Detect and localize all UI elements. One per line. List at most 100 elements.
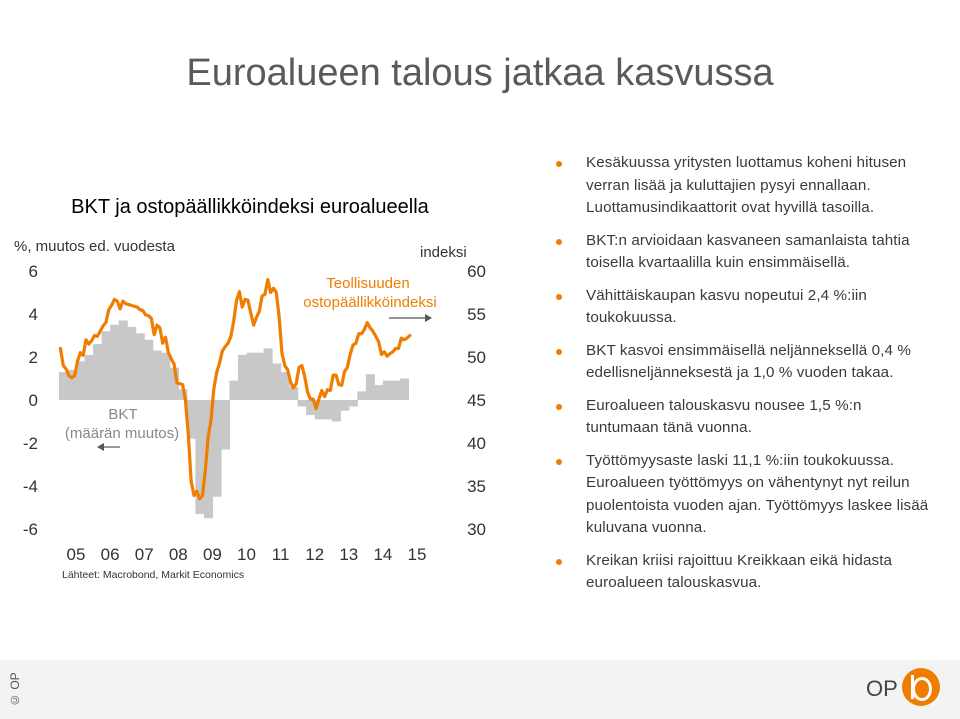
- gdp-bar: [93, 344, 103, 400]
- gdp-label-line2: (määrän muutos): [65, 425, 179, 442]
- left-tick-label: 4: [29, 305, 38, 324]
- chart-title: BKT ja ostopäällikköindeksi euroalueella: [71, 196, 429, 218]
- gdp-bar: [374, 384, 384, 400]
- bullet-dot-icon: [556, 238, 562, 245]
- left-axis-ticks: 6 4 2 0 -2 -4 -6: [23, 262, 38, 539]
- x-tick-label: 14: [373, 545, 392, 564]
- x-tick-label: 13: [339, 545, 358, 564]
- gdp-bar: [220, 400, 231, 450]
- gdp-bar: [186, 400, 196, 439]
- bullet-dot-icon: [556, 161, 562, 167]
- left-tick-label: 2: [29, 348, 38, 367]
- right-tick-label: 55: [467, 305, 486, 324]
- gdp-bar: [323, 400, 333, 420]
- gdp-bar: [272, 363, 282, 400]
- gdp-bar: [144, 339, 154, 400]
- gdp-bar: [195, 400, 205, 514]
- right-tick-label: 50: [467, 348, 486, 367]
- x-tick-label: 05: [67, 545, 86, 564]
- gdp-bar: [59, 372, 69, 400]
- left-tick-label: 6: [29, 262, 38, 281]
- x-tick-label: 06: [101, 545, 120, 564]
- right-tick-label: 45: [467, 391, 486, 410]
- gdp-bar: [203, 400, 214, 519]
- bullet-item: Kreikan kriisi rajoittuu Kreikkaan eikä …: [556, 550, 936, 595]
- gdp-bar: [289, 387, 299, 400]
- bullet-dot-icon: [556, 293, 562, 300]
- gdp-bar: [67, 369, 77, 400]
- op-logo: OP: [866, 664, 956, 714]
- gdp-bar: [76, 361, 86, 400]
- gdp-bar: [152, 350, 162, 400]
- gdp-bar: [340, 400, 350, 411]
- bullet-item: Työttömyysaste laski 11,1 %:iin toukokuu…: [556, 450, 936, 540]
- gdp-bar: [84, 354, 94, 400]
- gdp-bar: [263, 348, 273, 400]
- gdp-bar: [297, 400, 307, 407]
- gdp-bar: [212, 400, 222, 497]
- x-axis-ticks: 05 06 07 08 09 10 11 12 13 14 15: [67, 545, 427, 564]
- gdp-bar: [348, 400, 358, 407]
- chart-source: Lähteet: Macrobond, Markit Economics: [62, 569, 244, 581]
- x-tick-label: 12: [305, 545, 324, 564]
- bullet-item: BKT kasvoi ensimmäisellä neljänneksellä …: [556, 340, 936, 385]
- x-tick-label: 10: [237, 545, 256, 564]
- copyright: © OP: [8, 672, 22, 708]
- left-tick-label: 0: [29, 391, 38, 410]
- bullet-dot-icon: [556, 558, 562, 565]
- gdp-bar: [365, 374, 375, 400]
- bullet-item: BKT:n arvioidaan kasvaneen samanlaista t…: [556, 230, 936, 275]
- bullet-item: Euroalueen talouskasvu nousee 1,5 %:n tu…: [556, 395, 936, 440]
- bullet-dot-icon: [556, 458, 562, 465]
- right-arrow-icon: [389, 314, 432, 322]
- left-tick-label: -2: [23, 434, 38, 453]
- x-tick-label: 07: [135, 545, 154, 564]
- right-tick-label: 35: [467, 477, 486, 496]
- right-axis-ticks: 60 55 50 45 40 35 30: [467, 262, 486, 539]
- right-tick-label: 60: [467, 262, 486, 281]
- bullet-dot-icon: [556, 348, 562, 355]
- x-tick-label: 09: [203, 545, 222, 564]
- gdp-bar: [229, 380, 239, 400]
- logo-text: OP: [866, 676, 898, 701]
- gdp-bars: [59, 320, 410, 519]
- left-tick-label: -6: [23, 520, 38, 539]
- gdp-bar: [169, 367, 179, 400]
- gdp-bar: [118, 320, 128, 400]
- x-tick-label: 11: [272, 545, 290, 564]
- pmi-label-line1: Teollisuuden: [326, 275, 409, 292]
- gdp-bar: [161, 352, 171, 400]
- left-arrow-icon: [97, 443, 120, 451]
- gdp-bar: [237, 354, 248, 400]
- gdp-bar: [382, 380, 392, 400]
- gdp-bar: [306, 400, 316, 416]
- op-logo-icon: [902, 668, 940, 706]
- gdp-bar: [280, 372, 290, 400]
- gdp-bar: [399, 378, 410, 400]
- left-axis-label: %, muutos ed. vuodesta: [14, 238, 176, 255]
- gdp-bar: [391, 380, 401, 400]
- gdp-bar: [246, 352, 256, 400]
- gdp-label-line1: BKT: [108, 406, 137, 423]
- pmi-line: [58, 278, 412, 501]
- pmi-label-line2: ostopäällikköindeksi: [303, 294, 436, 311]
- right-tick-label: 30: [467, 520, 486, 539]
- right-axis-label: indeksi: [420, 244, 467, 261]
- gdp-bar: [331, 400, 341, 422]
- right-tick-label: 40: [467, 434, 486, 453]
- gdp-bar: [314, 400, 324, 420]
- bullet-item: Vähittäiskaupan kasvu nopeutui 2,4 %:iin…: [556, 285, 936, 330]
- x-tick-label: 08: [169, 545, 188, 564]
- bullet-dot-icon: [556, 403, 562, 410]
- bullet-list: Kesäkuussa yritysten luottamus koheni hi…: [556, 152, 936, 605]
- gdp-bar: [110, 324, 120, 400]
- gdp-bar: [255, 352, 265, 400]
- bullet-item: Kesäkuussa yritysten luottamus koheni hi…: [556, 152, 936, 220]
- gdp-bar: [135, 333, 145, 400]
- footer-bar: [0, 660, 960, 719]
- gdp-bar: [127, 326, 137, 400]
- gdp-bar: [357, 391, 367, 400]
- slide-title: Euroalueen talous jatkaa kasvussa: [186, 52, 774, 94]
- x-tick-label: 15: [408, 545, 427, 564]
